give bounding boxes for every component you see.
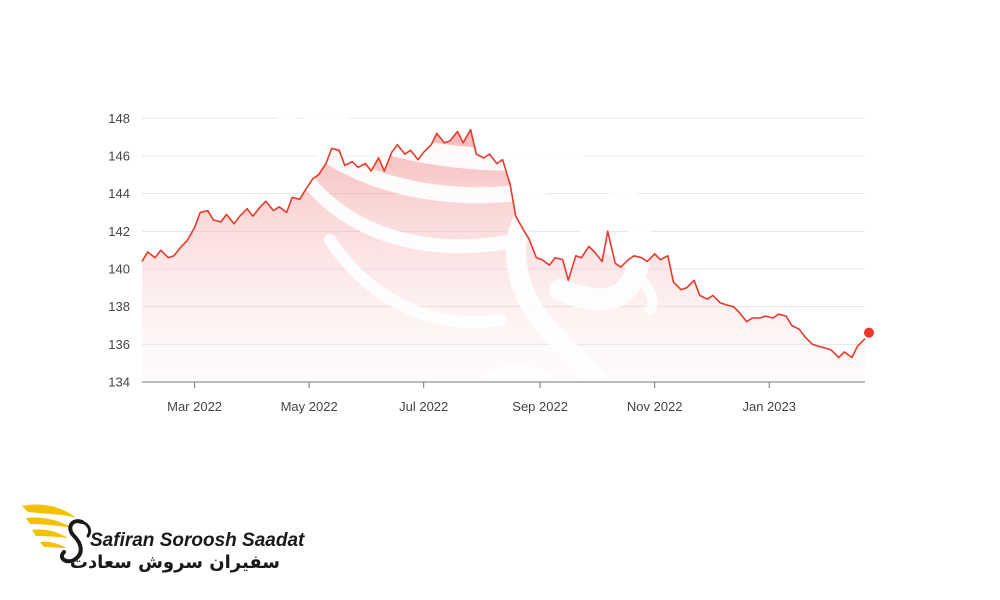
y-tick-label: 136: [108, 337, 130, 352]
x-axis-ticks: Mar 2022 May 2022 Jul 2022 Sep 2022 Nov 2022…: [167, 382, 796, 414]
y-tick-label: 140: [108, 261, 130, 276]
x-tick-label: Jul 2022: [399, 399, 448, 414]
x-tick-label: May 2022: [281, 399, 338, 414]
brand-name-persian: سفیران سروش سعادت: [69, 552, 280, 573]
winged-s-logo-icon: [22, 504, 92, 564]
brand-name-latin: Safiran Soroosh Saadat: [90, 530, 305, 551]
series-end-point: [864, 327, 874, 338]
winged-s-watermark-icon: [254, 54, 658, 492]
y-tick-label: 144: [108, 186, 130, 201]
y-tick-label: 134: [108, 375, 130, 390]
y-axis-tick-labels: 134 136 138 140 142 144 146 148: [108, 111, 130, 390]
brand-logo: Safiran Soroosh Saadat سفیران سروش سعادت: [20, 492, 304, 582]
x-tick-label: Jan 2023: [742, 399, 796, 414]
x-tick-label: Sep 2022: [512, 399, 568, 414]
y-tick-label: 148: [108, 111, 130, 126]
y-tick-label: 146: [108, 148, 130, 163]
x-tick-label: Mar 2022: [167, 399, 222, 414]
y-tick-label: 142: [108, 224, 130, 239]
x-tick-label: Nov 2022: [627, 399, 683, 414]
series-line: [141, 128, 866, 359]
y-tick-label: 138: [108, 299, 130, 314]
